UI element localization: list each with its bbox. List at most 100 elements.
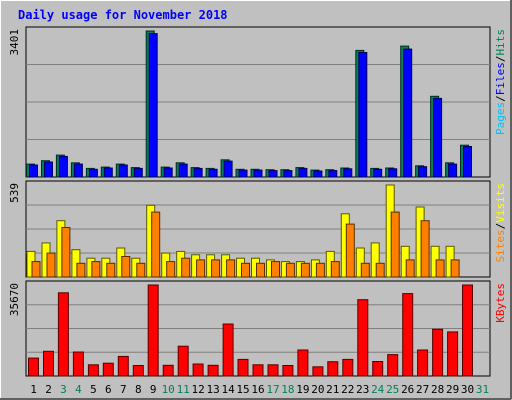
bar-files-day-14 — [223, 160, 233, 178]
bar-sites-day-20 — [315, 262, 325, 278]
bar-sites-day-22 — [345, 223, 355, 278]
bar-sites-day-26 — [405, 259, 415, 278]
bar-sites-day-21 — [330, 261, 340, 278]
bar-files-day-16 — [253, 169, 263, 178]
bar-sites-day-25 — [390, 211, 400, 278]
bar-sites-day-27 — [420, 220, 430, 278]
x-tick-label-day-6: 6 — [105, 383, 112, 396]
bar-files-day-1 — [29, 164, 38, 178]
bar-sites-day-16 — [256, 262, 265, 278]
bar-files-day-12 — [193, 167, 203, 178]
bar-kbytes-day-7 — [117, 355, 129, 377]
x-tick-label-day-14: 14 — [221, 383, 235, 396]
bar-kbytes-day-28 — [432, 328, 444, 377]
y-axis-label-files: Files — [494, 62, 507, 95]
x-tick-label-day-19: 19 — [296, 383, 309, 396]
bar-files-day-8 — [133, 167, 143, 178]
bar-kbytes-day-30 — [462, 284, 473, 377]
x-tick-label-day-3: 3 — [60, 383, 67, 396]
bar-sites-day-28 — [435, 259, 445, 278]
x-tick-label-day-28: 28 — [431, 383, 444, 396]
x-tick-label-day-10: 10 — [162, 383, 175, 396]
bar-files-day-3 — [58, 155, 68, 178]
x-tick-label-day-29: 29 — [446, 383, 459, 396]
bar-kbytes-day-13 — [207, 364, 219, 377]
bar-sites-day-14 — [226, 259, 236, 278]
bar-kbytes-day-23 — [357, 299, 369, 377]
bar-sites-day-7 — [121, 256, 131, 278]
bar-kbytes-day-19 — [297, 349, 309, 377]
bar-kbytes-day-11 — [177, 345, 189, 377]
bar-kbytes-day-20 — [312, 366, 324, 377]
bar-kbytes-day-5 — [87, 364, 99, 377]
y-axis-label-separator: / — [494, 95, 507, 102]
x-tick-label-day-4: 4 — [75, 383, 82, 396]
bar-kbytes-day-16 — [252, 364, 264, 377]
x-tick-label-day-5: 5 — [90, 383, 97, 396]
bar-sites-day-19 — [300, 262, 310, 278]
x-tick-label-day-16: 16 — [251, 383, 264, 396]
x-tick-label-day-27: 27 — [416, 383, 429, 396]
bar-files-day-11 — [178, 163, 188, 178]
x-tick-label-day-23: 23 — [356, 383, 369, 396]
bar-files-day-22 — [343, 168, 353, 178]
x-tick-label-day-15: 15 — [236, 383, 249, 396]
x-tick-label-day-7: 7 — [120, 383, 127, 396]
x-tick-label-day-2: 2 — [45, 383, 52, 396]
bar-files-day-15 — [238, 169, 248, 178]
bar-files-day-24 — [373, 168, 383, 178]
bar-files-day-25 — [388, 168, 398, 178]
x-tick-label-day-30: 30 — [461, 383, 474, 396]
bar-sites-day-11 — [181, 257, 191, 278]
x-tick-label-day-8: 8 — [135, 383, 142, 396]
bar-kbytes-day-10 — [162, 364, 174, 377]
bar-sites-day-17 — [271, 261, 280, 278]
y-tick-label: 3401 — [8, 29, 21, 56]
y-axis-label-pages: Pages — [494, 102, 507, 135]
bar-kbytes-day-27 — [417, 349, 429, 377]
y-axis-label: KBytes — [494, 283, 507, 323]
bar-files-day-20 — [313, 170, 323, 178]
chart-title: Daily usage for November 2018 — [18, 8, 228, 22]
x-tick-label-day-9: 9 — [150, 383, 157, 396]
bar-files-day-9 — [148, 33, 158, 178]
bar-files-day-2 — [44, 161, 53, 178]
bar-kbytes-day-15 — [237, 358, 249, 377]
panel-kbytes: 35670 KBytes — [8, 280, 507, 377]
bar-sites-day-15 — [241, 262, 250, 278]
bar-files-day-21 — [328, 170, 338, 178]
x-tick-label-day-18: 18 — [281, 383, 294, 396]
y-axis-label-visits: Visits — [494, 183, 507, 223]
y-axis-label-sites: Sites — [494, 229, 507, 262]
y-tick-label: 539 — [8, 183, 21, 203]
bar-sites-day-9 — [151, 211, 161, 278]
bar-files-day-13 — [208, 168, 218, 178]
x-tick-label-day-26: 26 — [401, 383, 414, 396]
bar-kbytes-day-14 — [222, 323, 234, 377]
bar-kbytes-day-9 — [147, 284, 159, 377]
bar-files-day-4 — [73, 163, 83, 178]
bar-sites-day-10 — [166, 261, 176, 278]
bar-files-day-28 — [433, 97, 443, 178]
bar-kbytes-day-18 — [282, 365, 294, 377]
bar-sites-day-6 — [106, 262, 116, 278]
y-axis-label: Pages/Files/Hits — [494, 29, 507, 135]
bar-visits-day-23 — [355, 247, 365, 278]
x-axis-day-labels: 1 2 3 4 5 6 7 8 9 10 11 12 13 14 15 16 17 18 19 20 21 22 23 24 2… — [30, 383, 489, 396]
y-tick-label: 35670 — [8, 283, 21, 316]
bar-sites-day-3 — [61, 227, 71, 278]
bar-kbytes-day-24 — [372, 361, 384, 377]
bar-kbytes-day-17 — [267, 364, 279, 377]
x-tick-label-day-17: 17 — [266, 383, 279, 396]
y-axis-label: Sites/Visits — [494, 183, 507, 263]
bar-files-day-29 — [448, 163, 458, 178]
bar-files-day-27 — [418, 166, 428, 178]
bar-sites-day-4 — [76, 262, 86, 278]
y-axis-label-hits: Hits — [494, 29, 507, 56]
bar-files-day-5 — [88, 168, 98, 178]
bar-kbytes-day-1 — [28, 357, 39, 377]
bar-kbytes-day-12 — [192, 363, 204, 377]
x-tick-label-day-24: 24 — [371, 383, 385, 396]
bar-files-day-26 — [403, 48, 413, 178]
